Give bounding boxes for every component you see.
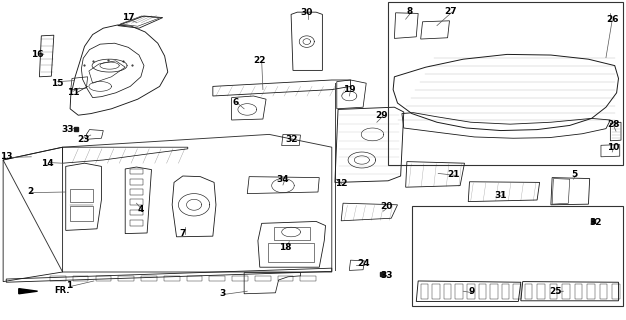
Bar <box>501 284 509 299</box>
Bar <box>421 284 428 299</box>
Text: 5: 5 <box>572 170 578 179</box>
Text: 7: 7 <box>180 229 186 238</box>
Text: FR.: FR. <box>54 286 70 295</box>
Bar <box>467 284 475 299</box>
Bar <box>141 276 156 281</box>
Text: 18: 18 <box>279 244 291 252</box>
Bar <box>478 284 486 299</box>
Bar <box>268 243 314 262</box>
Bar <box>187 276 202 281</box>
Bar <box>537 284 545 299</box>
Text: 27: 27 <box>444 7 457 16</box>
Text: 19: 19 <box>343 85 356 94</box>
Bar <box>130 169 143 174</box>
Text: 4: 4 <box>138 205 144 214</box>
Bar <box>562 284 570 299</box>
Bar <box>412 206 623 306</box>
Text: 15: 15 <box>51 79 64 88</box>
Bar <box>432 284 439 299</box>
Text: 11: 11 <box>67 88 80 97</box>
Text: 28: 28 <box>607 120 620 129</box>
Bar <box>490 284 498 299</box>
Text: 20: 20 <box>381 202 393 211</box>
Text: 21: 21 <box>448 170 460 179</box>
Text: 9: 9 <box>468 287 475 296</box>
Bar <box>96 276 111 281</box>
Bar <box>525 284 532 299</box>
Text: 1: 1 <box>66 281 72 290</box>
Bar <box>70 189 93 202</box>
Text: 31: 31 <box>495 191 507 200</box>
Text: 2: 2 <box>27 188 33 196</box>
Bar <box>118 276 134 281</box>
Bar <box>210 276 225 281</box>
Bar <box>70 206 93 221</box>
Text: 13: 13 <box>0 152 13 161</box>
Bar <box>130 179 143 185</box>
Bar <box>50 276 66 281</box>
Text: 23: 23 <box>77 135 90 144</box>
Bar <box>550 284 557 299</box>
Bar <box>278 276 294 281</box>
Text: 26: 26 <box>606 15 618 24</box>
Bar <box>255 276 270 281</box>
Bar <box>456 284 463 299</box>
Bar <box>232 276 248 281</box>
Text: 10: 10 <box>607 143 620 152</box>
Bar <box>444 284 451 299</box>
Text: 33: 33 <box>61 125 74 134</box>
Text: 29: 29 <box>376 111 388 120</box>
Bar <box>130 220 143 226</box>
Bar <box>388 2 623 165</box>
Text: 8: 8 <box>407 7 413 16</box>
Bar <box>612 284 620 299</box>
Bar <box>130 199 143 205</box>
Bar <box>513 284 521 299</box>
Text: 16: 16 <box>31 50 44 59</box>
Bar <box>575 284 582 299</box>
Text: 6: 6 <box>233 98 239 107</box>
Text: 17: 17 <box>122 13 135 22</box>
Polygon shape <box>19 289 38 294</box>
Bar <box>164 276 180 281</box>
Text: 34: 34 <box>277 175 289 184</box>
Text: 30: 30 <box>300 8 313 17</box>
Text: 32: 32 <box>285 135 298 144</box>
Bar <box>300 276 316 281</box>
Text: 32: 32 <box>590 218 602 227</box>
Bar <box>130 189 143 195</box>
Text: 33: 33 <box>381 271 393 280</box>
Text: 24: 24 <box>357 260 369 268</box>
Text: 3: 3 <box>219 289 225 298</box>
Text: 12: 12 <box>335 180 347 188</box>
Text: 22: 22 <box>254 56 266 65</box>
Bar <box>274 227 310 240</box>
Bar <box>73 276 88 281</box>
Bar <box>587 284 595 299</box>
Text: 14: 14 <box>41 159 53 168</box>
Text: 25: 25 <box>550 287 562 296</box>
Bar <box>600 284 607 299</box>
Bar <box>130 210 143 215</box>
